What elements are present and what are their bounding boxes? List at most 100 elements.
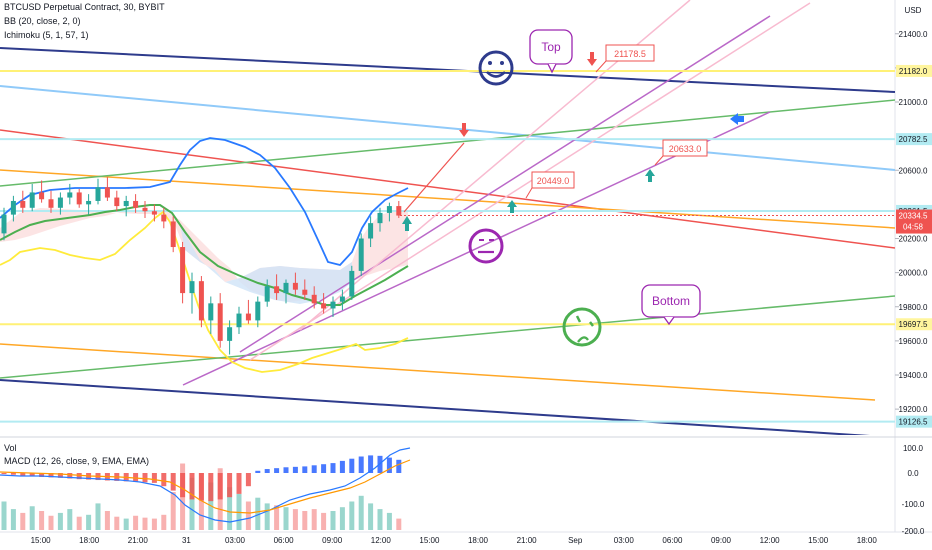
candle-6 <box>57 192 63 215</box>
price-tick-label: 19400.0 <box>899 371 928 380</box>
volume-bar-35 <box>330 511 336 530</box>
candle-36 <box>339 289 345 311</box>
volume-bar-11 <box>104 511 110 530</box>
orange-trend-line-lower[interactable] <box>0 343 876 401</box>
price-tick-label: 21400.0 <box>899 30 928 39</box>
bb-indicator-label[interactable]: BB (20, close, 2, 0) <box>4 16 81 26</box>
callout-text-20633: 20633.0 <box>669 144 702 154</box>
volume-bar-24 <box>227 487 233 530</box>
level-badge-text: 19126.5 <box>899 418 928 427</box>
ichimoku-indicator-label[interactable]: Ichimoku (5, 1, 57, 1) <box>4 30 89 40</box>
level-badge-19126.5[interactable]: 19126.5 <box>896 415 932 428</box>
level-badge-21182.0[interactable]: 21182.0 <box>896 64 932 77</box>
volume-bar-16 <box>151 518 157 530</box>
volume-bar-33 <box>311 509 317 530</box>
price-callout-21178[interactable]: 21178.5 <box>595 44 655 73</box>
volume-bar-41 <box>386 512 392 530</box>
time-tick-label: 06:00 <box>662 536 683 545</box>
candle-19 <box>180 241 186 304</box>
vol-indicator-label[interactable]: Vol <box>4 443 17 453</box>
volume-bar-6 <box>57 512 63 530</box>
macd-hist-bar-6 <box>57 473 63 478</box>
arrow-up-green-2[interactable] <box>645 169 655 182</box>
macd-hist-bar-5 <box>48 473 54 478</box>
candle-37 <box>349 265 355 300</box>
navy-support-line[interactable] <box>0 379 871 436</box>
candle-12 <box>114 190 120 212</box>
price-callout-20449[interactable]: 20449.0 <box>525 171 575 199</box>
volume-bar-0 <box>1 501 7 530</box>
price-tick-label: 19200.0 <box>899 405 928 414</box>
main-pane[interactable]: Top Bottom 21178.5 20633.0 20449.0 <box>0 0 895 436</box>
arrow-down-red-top[interactable] <box>587 52 597 66</box>
candle-5 <box>48 190 54 213</box>
volume-bar-28 <box>264 503 270 530</box>
macd-hist-bar-42 <box>396 459 402 473</box>
volume-macd-pane[interactable] <box>0 447 411 530</box>
candle-35 <box>330 296 336 317</box>
volume-bar-8 <box>76 516 82 530</box>
top-callout[interactable]: Top <box>529 29 573 74</box>
candle-8 <box>76 189 82 208</box>
volume-bar-10 <box>95 503 101 530</box>
volume-bar-7 <box>67 509 73 530</box>
time-tick-label: 15:00 <box>419 536 440 545</box>
arrow-up-green-1[interactable] <box>507 200 517 213</box>
macd-indicator-label[interactable]: MACD (12, 26, close, 9, EMA, EMA) <box>4 456 150 466</box>
level-badge-20782.5[interactable]: 20782.5 <box>896 133 932 146</box>
candle-21 <box>198 276 204 328</box>
price-axis[interactable]: USD 21400.021200.021000.020600.020200.02… <box>895 6 932 428</box>
red-trend-line[interactable] <box>0 129 895 249</box>
time-tick-label: 06:00 <box>274 536 295 545</box>
macd-hist-bar-32 <box>302 466 308 473</box>
volume-bar-37 <box>349 501 355 530</box>
candle-1 <box>10 195 16 222</box>
neutral-face-annotation[interactable] <box>468 228 504 264</box>
macd-hist-bar-24 <box>227 473 233 498</box>
time-tick-label: 18:00 <box>79 536 100 545</box>
volume-bar-15 <box>142 517 148 530</box>
chart-legend: BTCUSD Perpetual Contract, 30, BYBIT BB … <box>4 2 165 40</box>
macd-hist-bar-23 <box>217 473 223 500</box>
arrow-down-red-mid[interactable] <box>459 123 469 137</box>
green-trend-line-upper[interactable] <box>0 99 895 187</box>
time-tick-label: Sep <box>568 536 583 545</box>
smiley-top-annotation[interactable] <box>478 50 514 86</box>
volume-bar-42 <box>396 518 402 530</box>
time-axis[interactable]: 0015:0018:0021:003103:0006:0009:0012:001… <box>0 536 878 545</box>
purple-channel-upper[interactable] <box>239 15 771 353</box>
time-tick-label: 03:00 <box>225 536 246 545</box>
macd-hist-bar-21 <box>198 473 204 501</box>
candle-38 <box>358 233 364 277</box>
candle-7 <box>67 183 73 205</box>
arrow-up-green-3[interactable] <box>402 216 412 231</box>
price-tick-label: 20000.0 <box>899 269 928 278</box>
top-callout-text: Top <box>541 40 561 54</box>
candle-22 <box>208 296 214 335</box>
orange-trend-line-upper[interactable] <box>0 169 895 229</box>
macd-line <box>0 447 411 523</box>
volume-bar-4 <box>39 511 45 530</box>
candle-28 <box>264 279 270 307</box>
sad-face-bottom-annotation[interactable] <box>562 307 602 347</box>
candle-32 <box>302 279 308 300</box>
symbol-title[interactable]: BTCUSD Perpetual Contract, 30, BYBIT <box>4 2 165 12</box>
last-price-badge[interactable]: 20334.5 04:58 <box>896 209 932 234</box>
green-trend-line-lower[interactable] <box>0 295 895 379</box>
volume-bar-17 <box>161 514 167 530</box>
level-badge-19697.5[interactable]: 19697.5 <box>896 318 932 331</box>
volume-bar-29 <box>274 505 280 530</box>
candle-25 <box>236 306 242 335</box>
price-tick-label: 19800.0 <box>899 303 928 312</box>
volume-bar-1 <box>10 509 16 530</box>
arrow-left-blue[interactable] <box>730 113 744 125</box>
time-tick-label: 15:00 <box>808 536 829 545</box>
bollinger-band-upper <box>0 137 409 267</box>
volume-bar-26 <box>245 501 251 530</box>
lightblue-channel-line[interactable] <box>0 85 895 171</box>
volume-bar-34 <box>321 512 327 530</box>
bottom-callout[interactable]: Bottom <box>641 284 701 326</box>
price-callout-20633[interactable]: 20633.0 <box>654 139 708 166</box>
